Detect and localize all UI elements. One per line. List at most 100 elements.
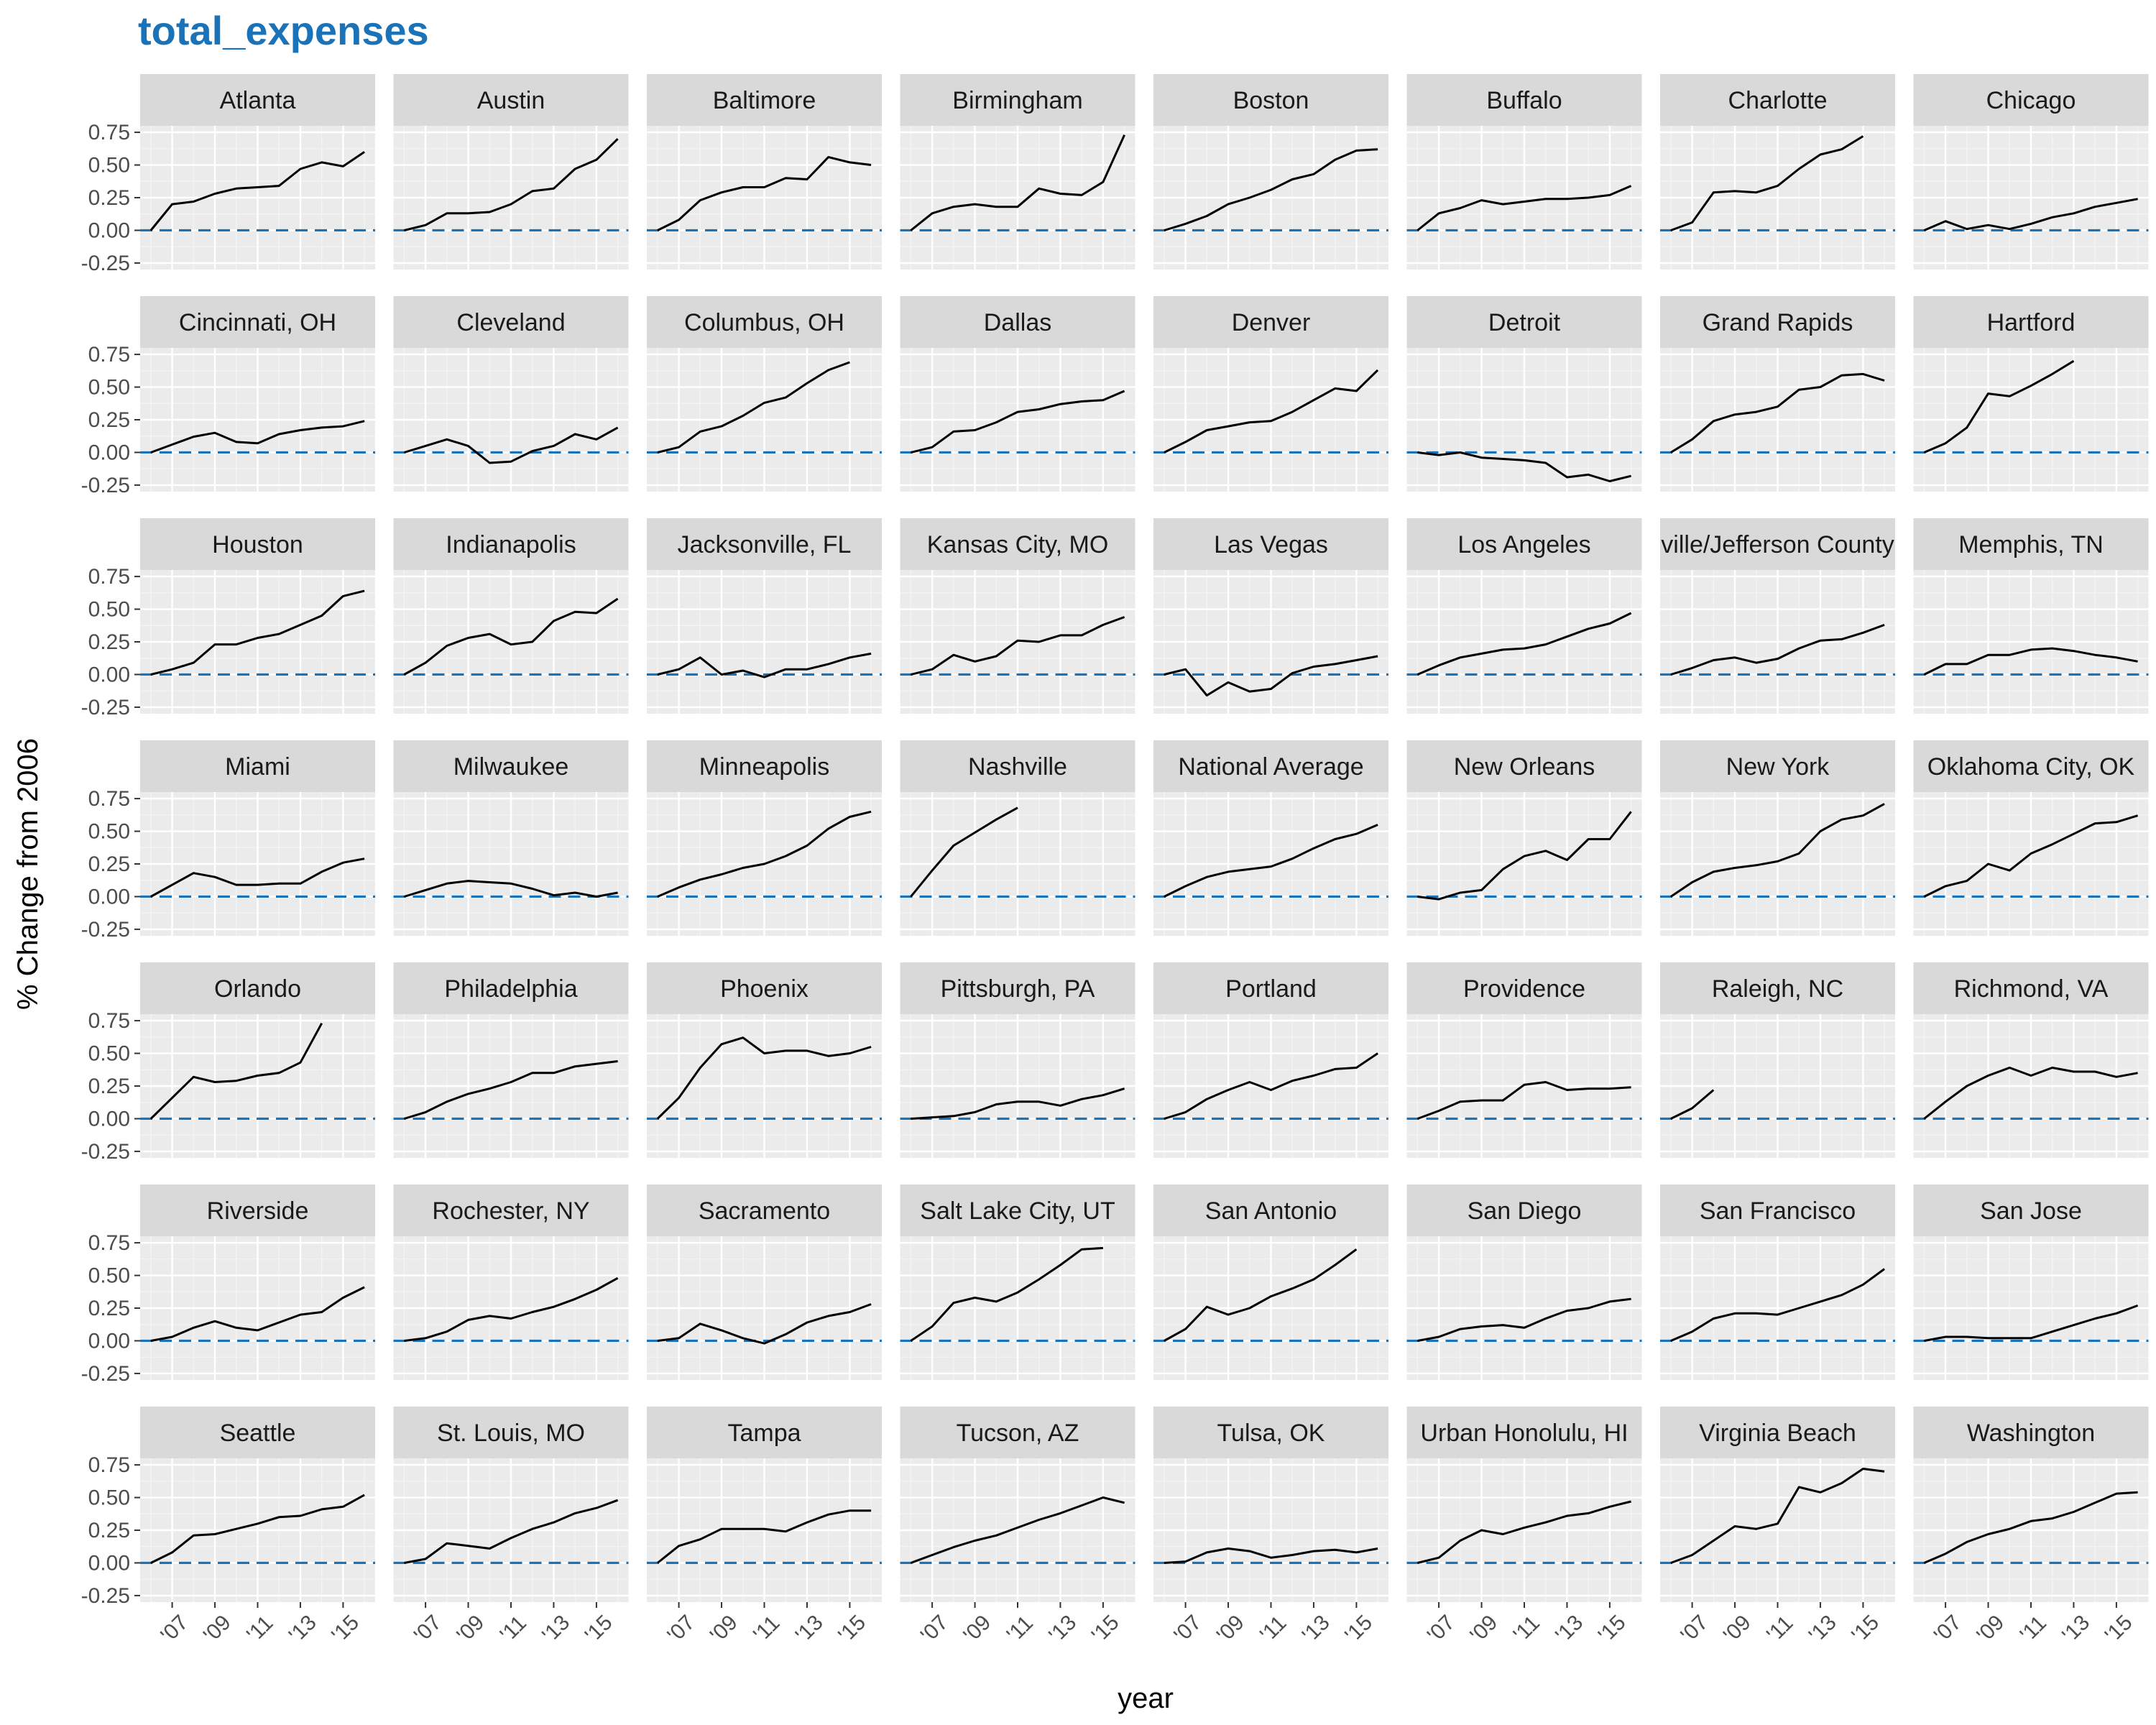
x-tick-label: '15 bbox=[1087, 1611, 1124, 1647]
strip-background bbox=[900, 74, 1135, 126]
x-tick-label: '15 bbox=[327, 1611, 364, 1647]
panel: New York bbox=[1660, 740, 1895, 936]
strip-background bbox=[1406, 962, 1642, 1014]
y-tick-label: 0.50 bbox=[88, 376, 130, 400]
panel: Washington '07'09'11'13'15 bbox=[1913, 1407, 2149, 1647]
strip-label: San Antonio bbox=[1205, 1197, 1337, 1225]
x-tick-label: '15 bbox=[2101, 1611, 2137, 1647]
panel: Denver bbox=[1153, 296, 1388, 492]
x-tick-label: '13 bbox=[1298, 1611, 1335, 1647]
x-tick-label: '13 bbox=[791, 1611, 828, 1647]
panel: Philadelphia bbox=[393, 962, 629, 1158]
strip-label: Grand Rapids bbox=[1703, 309, 1853, 336]
panel: Houston -0.25 0.00 0.25 0.50 0.75 bbox=[81, 518, 375, 719]
y-tick-label: -0.25 bbox=[81, 1584, 130, 1608]
y-tick-label: 0.75 bbox=[88, 343, 130, 367]
strip-background bbox=[1660, 740, 1895, 792]
panel: Milwaukee bbox=[393, 740, 629, 936]
strip-label: Phoenix bbox=[720, 975, 808, 1003]
y-tick-label: 0.00 bbox=[88, 1551, 130, 1575]
strip-background bbox=[1660, 296, 1895, 348]
x-tick-label: '11 bbox=[496, 1611, 531, 1647]
strip-background bbox=[1913, 740, 2149, 792]
panel: St. Louis, MO '07'09'11'13'15 bbox=[393, 1407, 629, 1647]
x-tick-label: '09 bbox=[706, 1611, 742, 1647]
series-line bbox=[403, 597, 619, 676]
panel: Cincinnati, OH -0.25 0.00 0.25 0.50 0.75 bbox=[81, 296, 375, 497]
strip-label: Rochester, NY bbox=[432, 1197, 589, 1225]
strip-label: Portland bbox=[1225, 975, 1317, 1003]
strip-label: Indianapolis bbox=[446, 531, 576, 558]
strip-background bbox=[1660, 1407, 1895, 1458]
series-line bbox=[1923, 814, 2139, 898]
strip-background bbox=[1660, 1184, 1895, 1236]
strip-background bbox=[1913, 1184, 2149, 1236]
series-line bbox=[150, 857, 365, 898]
series-line bbox=[1417, 1297, 1631, 1342]
strip-background bbox=[140, 962, 375, 1014]
panel: Tulsa, OK '07'09'11'13'15 bbox=[1153, 1407, 1388, 1647]
panel: Richmond, VA bbox=[1913, 962, 2149, 1158]
strip-background bbox=[393, 1184, 629, 1236]
y-tick-label: 0.00 bbox=[88, 885, 130, 908]
y-tick-label: -0.25 bbox=[81, 1140, 130, 1164]
strip-label: Cleveland bbox=[456, 309, 565, 336]
strip-background bbox=[1660, 962, 1895, 1014]
series-line bbox=[403, 880, 618, 898]
panel: Dallas bbox=[900, 296, 1135, 492]
strip-label: St. Louis, MO bbox=[437, 1420, 585, 1447]
strip-label: Minneapolis bbox=[699, 753, 829, 781]
strip-background bbox=[1406, 518, 1642, 570]
panel: Buffalo bbox=[1406, 74, 1642, 270]
x-tick-label: '15 bbox=[581, 1611, 617, 1647]
series-line bbox=[1417, 1500, 1631, 1564]
strip-label: Pittsburgh, PA bbox=[941, 975, 1095, 1003]
y-tick-label: 0.50 bbox=[88, 154, 130, 178]
x-tick-label: '15 bbox=[1594, 1611, 1631, 1647]
strip-background bbox=[900, 740, 1135, 792]
series-line bbox=[1670, 1468, 1885, 1564]
strip-label: Orlando bbox=[214, 975, 301, 1003]
panel: Pittsburgh, PA bbox=[900, 962, 1135, 1158]
strip-label: Columbus, OH bbox=[684, 309, 844, 336]
strip-label: Chicago bbox=[1986, 87, 2076, 114]
series-line bbox=[404, 1276, 619, 1342]
y-tick-label: 0.75 bbox=[88, 1231, 130, 1255]
strip-background bbox=[1406, 74, 1642, 126]
y-tick-label: 0.50 bbox=[88, 1486, 130, 1510]
strip-background bbox=[140, 296, 375, 348]
x-tick-label: '07 bbox=[156, 1611, 193, 1647]
strip-background bbox=[647, 296, 882, 348]
panel: San Jose bbox=[1913, 1184, 2149, 1380]
strip-label: ville/Jefferson County bbox=[1661, 531, 1894, 558]
series-line bbox=[1923, 198, 2138, 231]
strip-background bbox=[900, 296, 1135, 348]
x-tick-label: '13 bbox=[2058, 1611, 2094, 1647]
x-tick-label: '13 bbox=[285, 1611, 321, 1647]
series-line bbox=[404, 138, 619, 231]
series-line bbox=[911, 390, 1125, 454]
x-tick-label: '07 bbox=[410, 1611, 446, 1647]
series-line bbox=[404, 1499, 619, 1564]
strip-label: Hartford bbox=[1987, 309, 2076, 336]
series-line bbox=[149, 1022, 323, 1120]
series-line bbox=[1923, 359, 2075, 454]
strip-background bbox=[393, 1407, 629, 1458]
y-tick-label: 0.50 bbox=[88, 598, 130, 622]
strip-label: Providence bbox=[1463, 975, 1585, 1003]
strip-label: Cincinnati, OH bbox=[179, 309, 336, 336]
panel: Phoenix bbox=[647, 962, 882, 1158]
y-tick-label: 0.50 bbox=[88, 1264, 130, 1288]
strip-label: Denver bbox=[1232, 309, 1311, 336]
series-line bbox=[1923, 647, 2138, 676]
series-line bbox=[403, 426, 619, 464]
series-line bbox=[1164, 1547, 1378, 1564]
x-tick-label: '09 bbox=[1972, 1611, 2009, 1647]
series-line bbox=[911, 616, 1125, 676]
strip-label: New Orleans bbox=[1454, 753, 1595, 781]
panel: Kansas City, MO bbox=[900, 518, 1135, 714]
series-line bbox=[910, 134, 1125, 231]
y-tick-label: 0.50 bbox=[88, 1042, 130, 1066]
panel: Grand Rapids bbox=[1660, 296, 1895, 492]
strip-background bbox=[393, 296, 629, 348]
